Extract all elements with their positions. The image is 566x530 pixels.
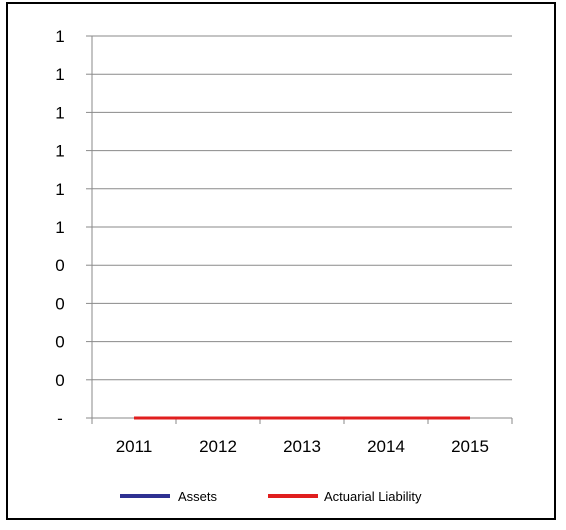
legend-label: Actuarial Liability	[324, 489, 422, 504]
axes	[86, 35, 513, 424]
x-tick-label: 2014	[367, 437, 405, 456]
y-tick-label: 1	[55, 142, 64, 161]
x-tick-label: 2015	[451, 437, 489, 456]
legend-label: Assets	[178, 489, 218, 504]
x-tick-label: 2013	[283, 437, 321, 456]
y-tick-label: -	[57, 409, 63, 428]
legend: Assets Actuarial Liability	[120, 489, 422, 504]
x-axis-tick-labels: 2011 2012 2013 2014 2015	[116, 437, 489, 456]
y-tick-label: 1	[55, 103, 64, 122]
y-tick-label: 0	[55, 333, 64, 352]
gridlines	[92, 35, 512, 381]
x-tick-label: 2011	[116, 437, 153, 456]
y-axis-tick-labels: - 0 0 0 0 1 1 1 1 1 1	[55, 27, 64, 428]
y-tick-label: 1	[55, 218, 64, 237]
y-tick-label: 1	[55, 27, 64, 46]
y-tick-label: 0	[55, 256, 64, 275]
y-tick-label: 1	[55, 65, 64, 84]
y-tick-label: 0	[55, 371, 64, 390]
x-tick-label: 2012	[199, 437, 237, 456]
y-tick-label: 0	[55, 294, 64, 313]
y-tick-label: 1	[55, 180, 64, 199]
